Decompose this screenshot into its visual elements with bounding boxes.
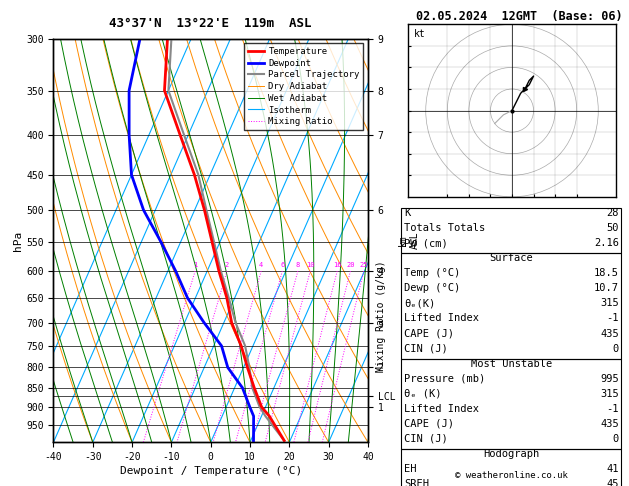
Text: CAPE (J): CAPE (J) (404, 329, 454, 339)
Text: Dewp (°C): Dewp (°C) (404, 283, 460, 294)
Text: PW (cm): PW (cm) (404, 238, 448, 248)
Text: 2.16: 2.16 (594, 238, 619, 248)
Text: θₑ (K): θₑ (K) (404, 389, 442, 399)
Legend: Temperature, Dewpoint, Parcel Trajectory, Dry Adiabat, Wet Adiabat, Isotherm, Mi: Temperature, Dewpoint, Parcel Trajectory… (244, 43, 364, 130)
Text: 315: 315 (600, 389, 619, 399)
Text: 435: 435 (600, 329, 619, 339)
Text: SREH: SREH (404, 479, 429, 486)
Text: CIN (J): CIN (J) (404, 434, 448, 444)
Text: 1: 1 (193, 262, 198, 268)
Text: 2: 2 (225, 262, 229, 268)
Text: 995: 995 (600, 374, 619, 384)
Text: 10: 10 (306, 262, 314, 268)
Text: © weatheronline.co.uk: © weatheronline.co.uk (455, 470, 568, 480)
Text: 45: 45 (606, 479, 619, 486)
Text: Surface: Surface (489, 253, 533, 263)
Text: 20: 20 (346, 262, 355, 268)
Text: 18.5: 18.5 (594, 268, 619, 278)
Text: EH: EH (404, 464, 416, 474)
Text: θₑ(K): θₑ(K) (404, 298, 435, 309)
Text: 4: 4 (259, 262, 264, 268)
Text: -1: -1 (606, 313, 619, 324)
X-axis label: Dewpoint / Temperature (°C): Dewpoint / Temperature (°C) (120, 466, 302, 476)
Text: 25: 25 (360, 262, 368, 268)
Text: kt: kt (414, 30, 426, 39)
Text: 6: 6 (280, 262, 284, 268)
Text: 28: 28 (606, 208, 619, 218)
Text: 02.05.2024  12GMT  (Base: 06): 02.05.2024 12GMT (Base: 06) (416, 10, 623, 23)
Y-axis label: km
ASL: km ASL (398, 232, 420, 249)
Text: Temp (°C): Temp (°C) (404, 268, 460, 278)
Text: 0: 0 (613, 344, 619, 354)
Text: Totals Totals: Totals Totals (404, 223, 485, 233)
Text: 8: 8 (296, 262, 300, 268)
Text: Hodograph: Hodograph (483, 449, 540, 459)
Text: 41: 41 (606, 464, 619, 474)
Text: Lifted Index: Lifted Index (404, 313, 479, 324)
Text: Pressure (mb): Pressure (mb) (404, 374, 485, 384)
Text: 16: 16 (333, 262, 342, 268)
Text: -1: -1 (606, 404, 619, 414)
Text: Most Unstable: Most Unstable (470, 359, 552, 369)
Text: Lifted Index: Lifted Index (404, 404, 479, 414)
Text: 435: 435 (600, 419, 619, 429)
Text: K: K (404, 208, 410, 218)
Text: 50: 50 (606, 223, 619, 233)
Text: Mixing Ratio (g/kg): Mixing Ratio (g/kg) (376, 260, 386, 372)
Text: CIN (J): CIN (J) (404, 344, 448, 354)
Y-axis label: hPa: hPa (13, 230, 23, 251)
Text: 10.7: 10.7 (594, 283, 619, 294)
Text: CAPE (J): CAPE (J) (404, 419, 454, 429)
Text: 0: 0 (613, 434, 619, 444)
Text: 43°37'N  13°22'E  119m  ASL: 43°37'N 13°22'E 119m ASL (109, 17, 312, 30)
Text: 315: 315 (600, 298, 619, 309)
